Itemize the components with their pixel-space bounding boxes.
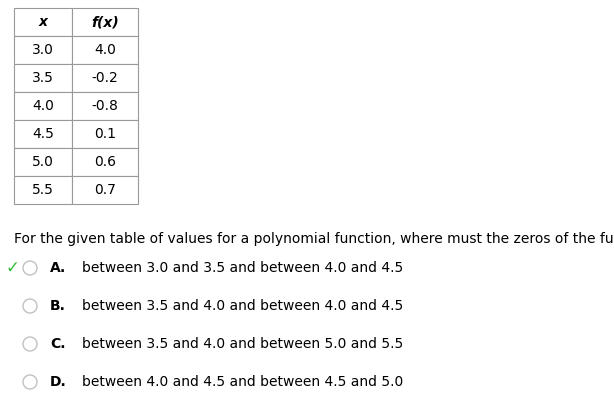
Bar [72,92,138,120]
Bar [72,36,138,64]
Circle shape [23,375,37,389]
Bar [14,64,72,92]
Bar [72,64,138,92]
Bar [14,36,72,64]
Circle shape [23,261,37,275]
Text: between 3.5 and 4.0 and between 5.0 and 5.5: between 3.5 and 4.0 and between 5.0 and … [82,337,403,351]
Bar [14,176,72,204]
Text: 3.5: 3.5 [32,71,54,85]
Text: ✓: ✓ [5,259,19,277]
Bar [72,8,138,36]
Text: 0.1: 0.1 [94,127,116,141]
Text: -0.8: -0.8 [91,99,119,113]
Text: 4.5: 4.5 [32,127,54,141]
Bar [14,148,72,176]
Text: C.: C. [50,337,66,351]
Circle shape [23,337,37,351]
Text: 4.0: 4.0 [94,43,116,57]
Bar [72,176,138,204]
Text: between 3.5 and 4.0 and between 4.0 and 4.5: between 3.5 and 4.0 and between 4.0 and … [82,299,403,313]
Text: 5.5: 5.5 [32,183,54,197]
Text: 4.0: 4.0 [32,99,54,113]
Bar [14,8,72,36]
Text: B.: B. [50,299,66,313]
Text: x: x [39,15,47,29]
Text: 0.6: 0.6 [94,155,116,169]
Text: f(x): f(x) [91,15,119,29]
Circle shape [23,299,37,313]
Text: 5.0: 5.0 [32,155,54,169]
Text: For the given table of values for a polynomial function, where must the zeros of: For the given table of values for a poly… [14,232,614,246]
Bar [72,120,138,148]
Text: -0.2: -0.2 [91,71,119,85]
Text: A.: A. [50,261,66,275]
Text: between 3.0 and 3.5 and between 4.0 and 4.5: between 3.0 and 3.5 and between 4.0 and … [82,261,403,275]
Text: 0.7: 0.7 [94,183,116,197]
Bar [14,120,72,148]
Text: 3.0: 3.0 [32,43,54,57]
Text: between 4.0 and 4.5 and between 4.5 and 5.0: between 4.0 and 4.5 and between 4.5 and … [82,375,403,389]
Bar [72,148,138,176]
Bar [14,92,72,120]
Text: D.: D. [50,375,67,389]
